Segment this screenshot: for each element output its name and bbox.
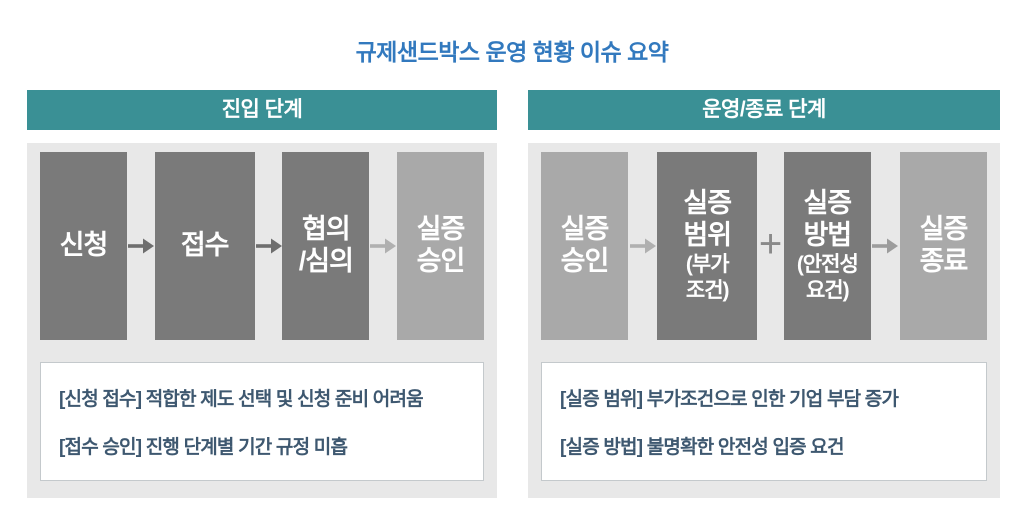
issue-line: [실증 방법] 불명확한 안전성 입증 요건 — [560, 437, 844, 458]
flow-box-demo-scope: 실증 범위 (부가 조건) — [657, 152, 758, 340]
flow-box-label: 실증 범위 — [683, 187, 732, 250]
flow-box-consult-review: 협의 /심의 — [282, 152, 370, 340]
plus-icon: + — [758, 222, 783, 266]
flow-box-demo-end: 실증 종료 — [900, 152, 988, 340]
page-title: 규제샌드박스 운영 현황 이슈 요약 — [355, 39, 669, 65]
flow-box-demo-method: 실증 방법 (안전성 요건) — [783, 152, 871, 340]
arrow-right-icon — [370, 238, 397, 254]
flow-box-demo-approval: 실증 승인 — [541, 152, 628, 340]
operation-stage-header: 운영/종료 단계 — [528, 90, 1000, 130]
arrow-right-icon — [255, 238, 282, 254]
arrow-right-icon — [629, 238, 656, 254]
operation-stage-panel: 운영/종료 단계 실증 승인 실증 범위 (부가 조건) + 실증 방법 — [528, 90, 1000, 498]
flow-box-label: 실증 승인 — [416, 214, 466, 276]
entry-flow-row: 신청 접수 협의 /심의 — [40, 152, 485, 340]
entry-issue-box: [신청 접수] 적합한 제도 선택 및 신청 준비 어려움 [접수 승인] 진행… — [40, 362, 484, 481]
arrow-right-icon — [872, 238, 899, 254]
entry-stage-body: 신청 접수 협의 /심의 — [27, 143, 497, 498]
issue-line: [신청 접수] 적합한 제도 선택 및 신청 준비 어려움 — [59, 389, 424, 410]
connector: + — [757, 224, 784, 264]
flow-box-sublabel: (부가 조건) — [685, 252, 730, 302]
flow-box-demo-approval: 실증 승인 — [397, 152, 485, 340]
issue-line: [접수 승인] 진행 단계별 기간 규정 미흡 — [59, 437, 348, 458]
flow-box-label: 실증 종료 — [919, 214, 969, 276]
flow-box-label: 실증 방법 — [803, 187, 852, 250]
operation-stage-body: 실증 승인 실증 범위 (부가 조건) + 실증 방법 (안전성 요건) — [528, 143, 1000, 498]
flow-box-receive: 접수 — [154, 152, 255, 340]
connector — [628, 237, 657, 255]
entry-stage-header: 진입 단계 — [27, 90, 497, 130]
connector — [871, 237, 900, 255]
operation-flow-row: 실증 승인 실증 범위 (부가 조건) + 실증 방법 (안전성 요건) — [541, 152, 988, 340]
flow-box-label: 신청 — [59, 230, 109, 261]
operation-issue-box: [실증 범위] 부가조건으로 인한 기업 부담 증가 [실증 방법] 불명확한 … — [541, 362, 987, 481]
connector — [255, 237, 283, 255]
flow-box-apply: 신청 — [40, 152, 127, 340]
arrow-right-icon — [127, 238, 154, 254]
flow-box-label: 협의 /심의 — [298, 214, 354, 276]
issue-line: [실증 범위] 부가조건으로 인한 기업 부담 증가 — [560, 389, 899, 410]
connector — [127, 237, 155, 255]
connector — [369, 237, 397, 255]
flow-box-label: 접수 — [180, 230, 230, 261]
entry-stage-panel: 진입 단계 신청 접수 협의 /심의 — [27, 90, 497, 498]
flow-box-label: 실증 승인 — [560, 214, 610, 276]
flow-box-sublabel: (안전성 요건) — [796, 252, 859, 302]
